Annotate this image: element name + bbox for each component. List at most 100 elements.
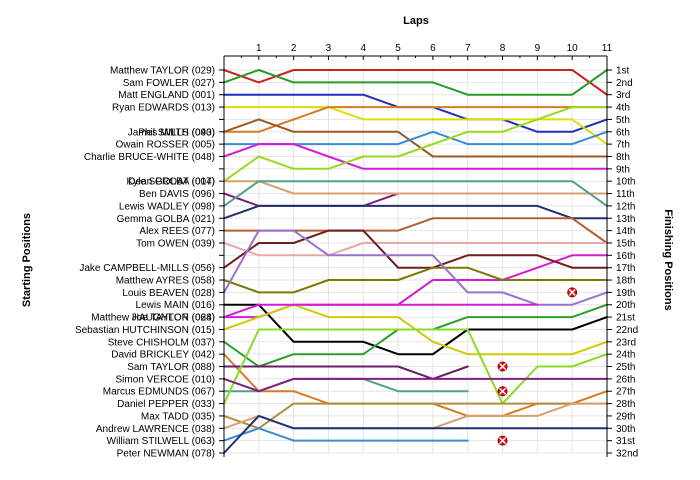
start-label: William STILWELL (063): [107, 436, 215, 447]
series-line: [223, 69, 608, 96]
x-tick-label: 7: [465, 43, 471, 54]
series-line: [223, 242, 608, 257]
start-label: Owain ROSSER (005): [116, 140, 215, 151]
series-line: [223, 303, 539, 319]
finish-label: 22nd: [616, 325, 638, 336]
start-label: Joe TAYLOR (068): [132, 313, 215, 324]
finish-label: 3rd: [616, 90, 630, 101]
start-label: Matthew AYRES (058): [116, 276, 215, 287]
finish-label: 18th: [616, 276, 635, 287]
series-line: [223, 106, 608, 146]
finish-label: 16th: [616, 251, 635, 262]
start-label: Lewis WADLEY (098): [119, 201, 215, 212]
finish-label: 14th: [616, 226, 635, 237]
start-label: Alex REES (077): [139, 226, 215, 237]
finish-label: 15th: [616, 238, 635, 249]
finish-label: 28th: [616, 399, 635, 410]
finish-label: 11th: [616, 189, 635, 200]
finish-label: 20th: [616, 300, 635, 311]
start-label: Andrew LAWRENCE (038): [96, 424, 215, 435]
series-line: [223, 118, 608, 158]
series-line: [223, 204, 608, 220]
finish-label: 5th: [616, 115, 630, 126]
start-label: Tom OWEN (039): [136, 238, 215, 249]
x-tick-label: 8: [500, 43, 506, 54]
start-label: Steve CHISHOLM (037): [108, 337, 215, 348]
chart-title: Laps: [403, 15, 429, 27]
finish-label: 10th: [616, 177, 635, 188]
finish-label: 21st: [616, 313, 635, 324]
series-line: [223, 377, 608, 393]
series-line: [223, 106, 608, 133]
start-label: Ryan EDWARDS (013): [112, 103, 215, 114]
retired-marker-cross: [568, 288, 576, 296]
x-tick-label: 3: [326, 43, 332, 54]
series-line: [223, 180, 608, 195]
finish-label: 2nd: [616, 78, 633, 89]
series-line: [223, 106, 608, 183]
series-lines: [223, 69, 608, 454]
finish-label: 27th: [616, 387, 635, 398]
x-tick-label: 10: [567, 43, 579, 54]
retired-marker-cross: [499, 362, 507, 371]
series-line: [223, 266, 608, 294]
series-line: [223, 427, 469, 442]
series-line: [223, 303, 608, 356]
finish-label: 29th: [616, 411, 635, 422]
start-label: David BRICKLEY (042): [111, 350, 215, 361]
x-tick-label: 1: [256, 43, 262, 54]
start-label: Louis BEAVEN (028): [122, 288, 215, 299]
start-label: Sam FOWLER (027): [123, 78, 215, 89]
finish-label: 12th: [616, 201, 635, 212]
start-label: Marcus EDMUNDS (067): [103, 387, 215, 398]
finish-label: 4th: [616, 103, 630, 114]
retired-marker-cross: [499, 387, 507, 395]
x-tick-label: 9: [535, 43, 541, 54]
x-tick-label: 11: [602, 43, 613, 54]
series-line: [223, 143, 608, 170]
axes: 1 2 3 4 5 6 7 8 9 10 11 Matthew TAYLOR (029)Sam FOW…: [75, 43, 638, 460]
start-label: Sam TAYLOR (088): [127, 362, 215, 373]
x-tick-label: 4: [360, 43, 366, 54]
finish-label: 13th: [616, 214, 635, 225]
series-line: [223, 365, 469, 380]
x-tick-label: 6: [430, 43, 436, 54]
start-label: Simon VERCOE (010): [116, 374, 215, 385]
finish-label: 9th: [616, 164, 630, 175]
finish-label: 32nd: [616, 449, 638, 460]
finish-label: 24th: [616, 350, 635, 361]
start-label: Gemma GOLBA (021): [117, 214, 215, 225]
series-line: [223, 328, 608, 405]
start-label: Matthew HAUGHTON (024): [91, 313, 215, 324]
start-label: Jake CAMPBELL-MILLS (056): [79, 263, 215, 274]
start-label: Peter NEWMAN (078): [117, 449, 215, 460]
finish-label: 31st: [616, 436, 635, 447]
finish-label: 19th: [616, 288, 635, 299]
finish-label: 1st: [616, 66, 630, 77]
series-line: [223, 69, 608, 96]
start-label: Daniel PEPPER (033): [117, 399, 215, 410]
series-line: [223, 414, 608, 454]
x-tick-label: 2: [291, 43, 297, 54]
x-tick-label: 5: [395, 43, 401, 54]
retired-markers: [497, 287, 578, 446]
series-line: [223, 229, 608, 306]
series-line: [223, 180, 608, 207]
series-line: [223, 402, 608, 430]
start-label: Ben DAVIS (096): [139, 189, 215, 200]
finish-label: 8th: [616, 152, 630, 163]
retired-marker-cross: [499, 437, 507, 445]
start-label: Sebastian HUTCHINSON (015): [75, 325, 215, 336]
finish-label: 7th: [616, 140, 630, 151]
start-label: Matt ENGLAND (001): [118, 90, 215, 101]
start-label: Phil SMITH (093): [138, 127, 215, 138]
finish-label: 25th: [616, 362, 635, 373]
start-label: Charlie BRUCE-WHITE (048): [84, 152, 215, 163]
start-label: Lewis MAIN (016): [136, 300, 215, 311]
finish-label: 26th: [616, 374, 635, 385]
start-label: Max TADD (035): [141, 411, 215, 422]
y-axis-label-right: Finishing Positions: [662, 209, 674, 310]
start-label: James MILLS (040): [128, 127, 215, 138]
